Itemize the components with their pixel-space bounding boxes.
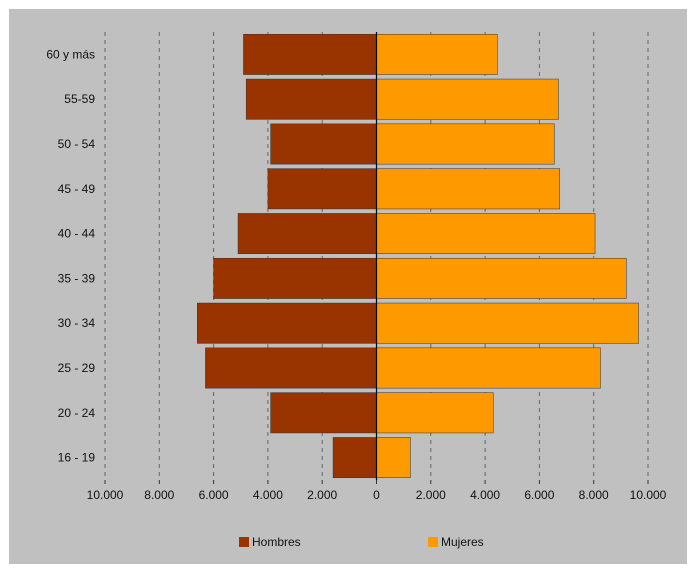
- bar-hombres: [270, 123, 377, 165]
- legend-swatch: [239, 537, 249, 547]
- axes: [104, 32, 649, 484]
- category-label: 30 - 34: [58, 316, 96, 330]
- x-tick-label: 2.000: [416, 488, 446, 502]
- legend-label: Hombres: [252, 535, 301, 549]
- legend-label: Mujeres: [441, 535, 484, 549]
- bars: [197, 33, 639, 479]
- bar-mujeres: [376, 213, 596, 255]
- x-tick-label: 2.000: [307, 488, 337, 502]
- bar-mujeres: [376, 302, 639, 344]
- bar-mujeres: [376, 123, 555, 165]
- category-label: 50 - 54: [58, 137, 96, 151]
- bar-hombres: [205, 347, 377, 389]
- bar-hombres: [243, 33, 377, 75]
- bar-mujeres: [376, 33, 498, 75]
- category-label: 35 - 39: [58, 271, 96, 285]
- category-label: 45 - 49: [58, 182, 96, 196]
- bar-mujeres: [376, 347, 601, 389]
- category-label: 20 - 24: [58, 406, 96, 420]
- category-label: 60 y más: [46, 47, 95, 61]
- bar-hombres: [245, 78, 377, 120]
- x-tick-labels: 10.000 8.000 6.000 4.000 2.000 0 2.000 4.000 6.0…: [87, 488, 667, 502]
- x-tick-label: 10.000: [630, 488, 667, 502]
- bar-mujeres: [376, 257, 627, 299]
- bar-mujeres: [376, 437, 411, 479]
- bar-mujeres: [376, 78, 559, 120]
- bar-mujeres: [376, 392, 494, 434]
- bar-mujeres: [376, 168, 561, 210]
- category-label: 55-59: [64, 92, 95, 106]
- legend: Hombres Mujeres: [239, 535, 484, 549]
- x-tick-label: 10.000: [87, 488, 124, 502]
- category-label: 16 - 19: [58, 451, 96, 465]
- legend-swatch: [428, 537, 438, 547]
- category-label: 25 - 29: [58, 361, 96, 375]
- x-tick-label: 4.000: [470, 488, 500, 502]
- x-tick-label: 4.000: [253, 488, 283, 502]
- category-label: 40 - 44: [58, 227, 96, 241]
- x-tick-label: 8.000: [144, 488, 174, 502]
- x-tick-label: 0: [373, 488, 380, 502]
- bar-hombres: [213, 257, 377, 299]
- x-tick-label: 8.000: [579, 488, 609, 502]
- x-tick-label: 6.000: [199, 488, 229, 502]
- bar-hombres: [267, 168, 377, 210]
- category-labels: 16 - 19 20 - 24 25 - 29 30 - 34 35 - 39 40 - …: [46, 47, 95, 464]
- bar-hombres: [270, 392, 377, 434]
- bar-hombres: [332, 437, 377, 479]
- bar-hombres: [237, 213, 377, 255]
- bar-hombres: [197, 302, 377, 344]
- x-tick-label: 6.000: [524, 488, 554, 502]
